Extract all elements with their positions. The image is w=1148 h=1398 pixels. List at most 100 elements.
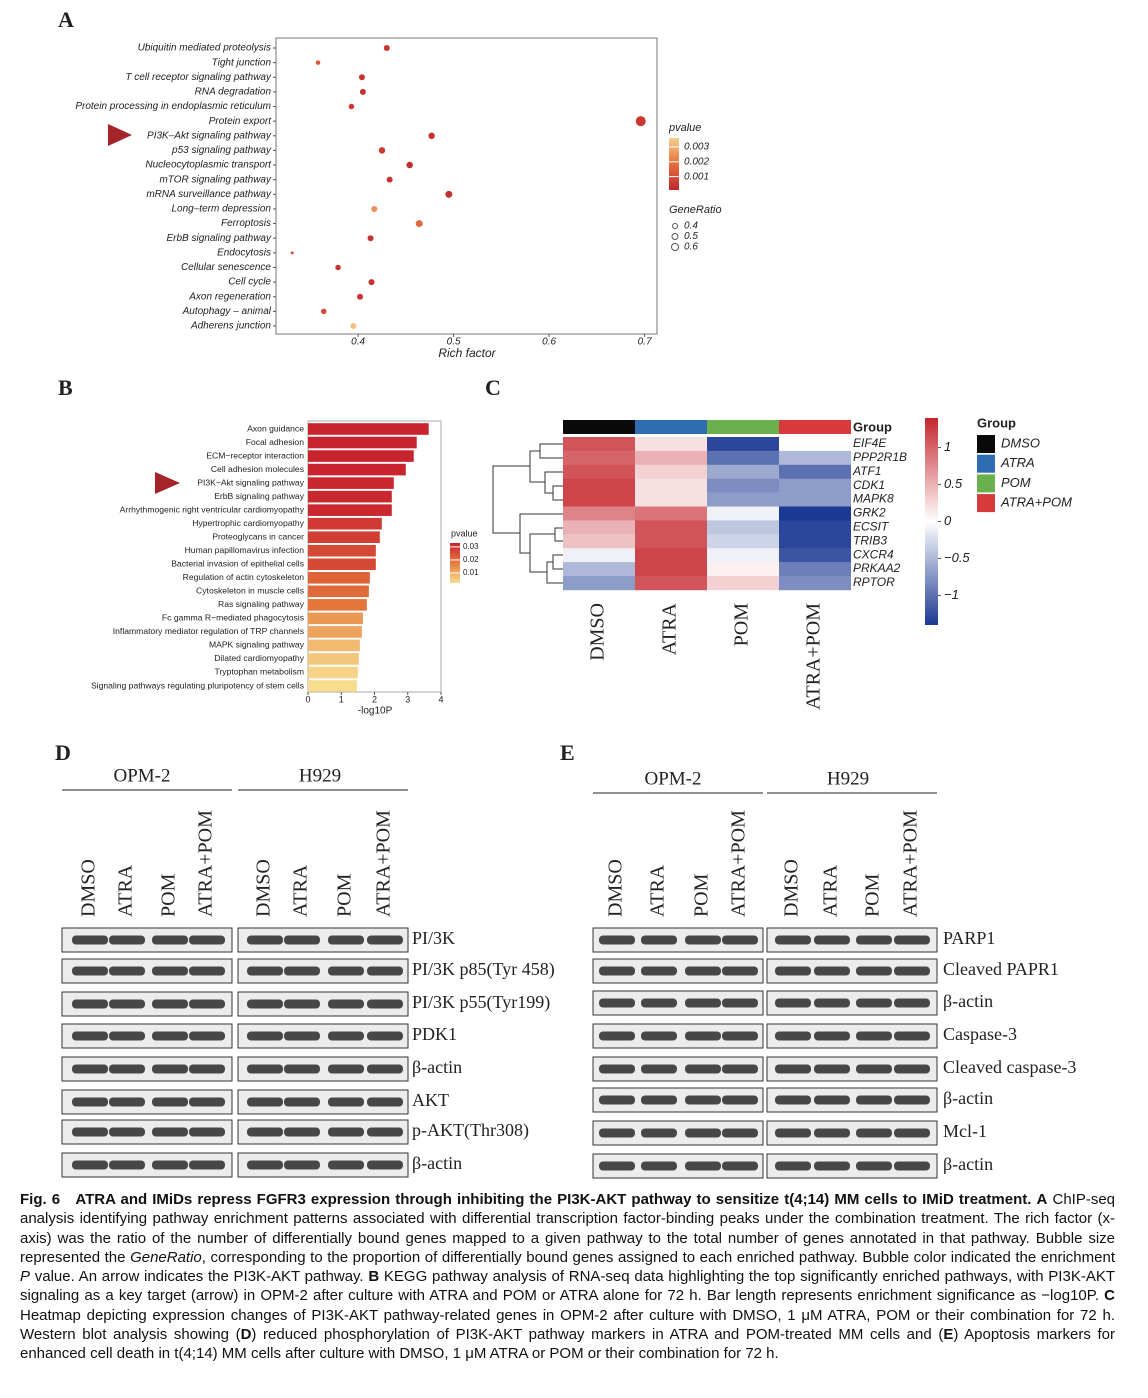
band xyxy=(72,1160,108,1170)
heat-cell xyxy=(707,534,779,549)
band xyxy=(189,999,225,1009)
band xyxy=(109,999,145,1009)
band xyxy=(109,1031,145,1041)
lane-label: ATRA xyxy=(820,864,842,917)
bar xyxy=(308,585,369,598)
heat-cell xyxy=(707,492,779,507)
band xyxy=(599,1095,635,1105)
group-label: Group xyxy=(853,419,892,434)
x-tick-label: 0.7 xyxy=(638,337,652,348)
band-label: β-actin xyxy=(943,1154,993,1174)
band-label: PDK1 xyxy=(412,1024,457,1044)
band xyxy=(109,966,145,976)
band xyxy=(152,1160,188,1170)
band xyxy=(856,1095,892,1105)
heat-cell xyxy=(563,562,635,577)
legend-label: ATRA+POM xyxy=(1000,495,1072,510)
bubble xyxy=(635,116,646,127)
lane-label: DMSO xyxy=(78,859,100,917)
band xyxy=(685,1161,721,1171)
bubble xyxy=(428,132,435,140)
heat-cell xyxy=(707,562,779,577)
band xyxy=(72,1031,108,1041)
legend-label: 0.03 xyxy=(463,542,479,551)
band xyxy=(856,1064,892,1074)
y-tick-label: Adherens junction xyxy=(190,321,271,332)
band xyxy=(856,935,892,945)
bubble xyxy=(320,308,327,315)
band xyxy=(641,935,677,945)
cell-line-label: OPM-2 xyxy=(113,765,170,786)
row-label: ECSIT xyxy=(853,520,890,534)
bar xyxy=(308,571,370,584)
band xyxy=(641,1128,677,1138)
column-label: ATRA+POM xyxy=(803,603,825,710)
lane-label: ATRA xyxy=(290,864,312,917)
band xyxy=(722,1095,758,1105)
legend-label: 0.002 xyxy=(684,156,709,167)
heat-cell xyxy=(779,548,851,563)
lane-label: POM xyxy=(862,873,884,917)
band xyxy=(367,1064,403,1074)
y-tick-label: Ras signaling pathway xyxy=(218,599,305,609)
y-tick-label: ErbB signaling pathway xyxy=(214,491,305,501)
bar xyxy=(308,531,380,544)
heat-cell xyxy=(707,464,779,479)
band xyxy=(247,1064,283,1074)
cell-line-label: H929 xyxy=(299,765,341,786)
column-label: DMSO xyxy=(587,603,609,661)
band xyxy=(641,1064,677,1074)
heat-cell xyxy=(779,520,851,535)
y-tick-label: Tryptophan metabolism xyxy=(215,667,304,677)
band-label: PI/3K xyxy=(412,928,455,948)
y-tick-label: Ferroptosis xyxy=(221,218,271,229)
heat-cell xyxy=(563,534,635,549)
band xyxy=(685,1031,721,1041)
band xyxy=(641,1031,677,1041)
heat-cell xyxy=(563,450,635,466)
bubble xyxy=(445,190,453,198)
caption-text: E xyxy=(943,1326,954,1344)
band xyxy=(284,999,320,1009)
row-label: PRKAA2 xyxy=(853,561,901,575)
band-label: p-AKT(Thr308) xyxy=(412,1120,529,1141)
heat-cell xyxy=(635,492,707,507)
heat-cell xyxy=(563,478,635,493)
legend-label: 0.01 xyxy=(463,568,479,577)
plot-frame xyxy=(275,37,658,335)
band xyxy=(685,1128,721,1138)
y-tick-label: mRNA surveillance pathway xyxy=(146,189,272,200)
band xyxy=(284,1160,320,1170)
band xyxy=(814,966,850,976)
legend-bubble xyxy=(672,223,678,229)
heat-cell xyxy=(635,562,707,577)
legend-swatch xyxy=(977,494,995,513)
band-label: β-actin xyxy=(412,1153,462,1173)
heat-cell xyxy=(563,548,635,563)
band xyxy=(856,1128,892,1138)
x-axis-title: -log10P xyxy=(358,706,393,717)
band xyxy=(367,966,403,976)
band xyxy=(775,1064,811,1074)
bubble xyxy=(357,293,364,300)
bubble xyxy=(386,176,393,183)
band xyxy=(284,1064,320,1074)
band xyxy=(72,1064,108,1074)
band xyxy=(599,1064,635,1074)
x-tick-label: 0.6 xyxy=(542,337,556,348)
bar xyxy=(308,666,358,679)
y-tick-label: Axon guidance xyxy=(247,423,304,433)
y-tick-label: Proteoglycans in cancer xyxy=(212,531,304,541)
row-label: MAPK8 xyxy=(853,492,894,506)
caption: Fig. 6 ATRA and IMiDs repress FGFR3 expr… xyxy=(20,1190,1115,1364)
band xyxy=(894,1128,930,1138)
bubble xyxy=(315,60,321,65)
band xyxy=(775,1031,811,1041)
bar xyxy=(308,544,376,557)
band xyxy=(641,998,677,1008)
y-tick-label: Signaling pathways regulating pluripoten… xyxy=(91,680,304,690)
y-tick-label: Nucleocytoplasmic transport xyxy=(145,160,272,171)
bubble xyxy=(368,279,375,286)
bar xyxy=(308,517,382,530)
heat-cell xyxy=(635,576,707,591)
